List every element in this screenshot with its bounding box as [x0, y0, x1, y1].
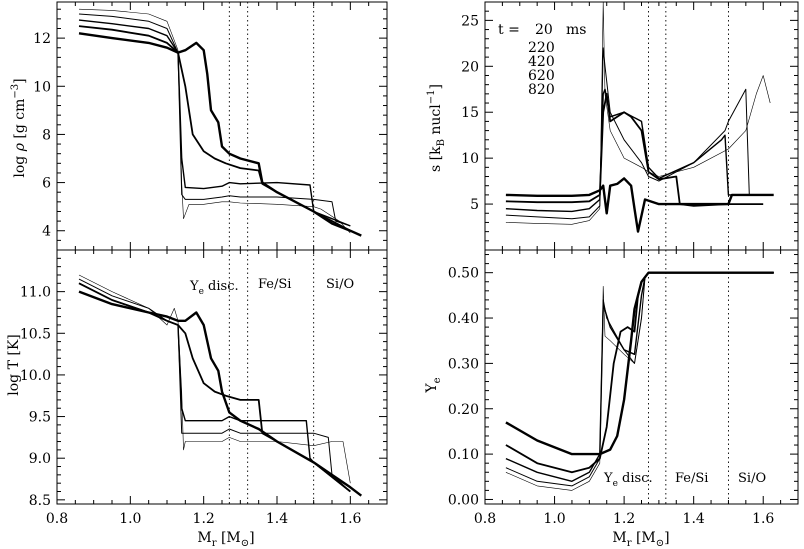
x-tick-label: 1.4: [266, 511, 288, 527]
series-line-t820: [78, 32, 362, 237]
panel-temperature: 0.8 1.0 1.2 1.4 1.6 8.5 9.0 9.5 10.0 10.5 11.0: [20, 249, 388, 527]
series-line-t820: [78, 290, 363, 497]
y-tick-label: 6: [42, 176, 51, 192]
series-line-t220: [78, 13, 351, 227]
time-legend-value-5: 820: [528, 82, 555, 98]
y-tick-label: 8.5: [29, 493, 51, 509]
y-tick-label: 10.0: [20, 368, 51, 384]
y-tick-label: 0.50: [448, 266, 479, 282]
y-tick-label: 4: [42, 224, 51, 240]
y-tick-label: 9.5: [29, 410, 51, 426]
fe-si-label: Fe/Si: [675, 471, 708, 486]
y-tick-label: 11.0: [20, 285, 51, 301]
y-tick-label: 20: [461, 59, 479, 75]
y-tick-label: 10: [461, 151, 479, 167]
x-tick-label: 1.0: [543, 511, 565, 527]
ye-disc-label: Ye disc.: [603, 471, 653, 489]
series-group: [505, 271, 774, 491]
x-tick-label: 1.6: [752, 511, 774, 527]
time-legend-prefix: t =: [498, 22, 520, 38]
x-tick-label: 1.2: [193, 511, 215, 527]
series-group: [505, 2, 774, 233]
x-tick-label: 1.6: [339, 511, 361, 527]
xlabel-left: Mr [M⊙]: [197, 530, 254, 549]
y-tick-label: 8: [42, 127, 51, 143]
series-line-t220: [505, 47, 764, 220]
y-tick-label: 0.40: [448, 311, 479, 327]
x-tick-label: 0.8: [474, 511, 496, 527]
ylabel-temperature: log T [K]: [6, 334, 22, 396]
series-line-t20: [78, 8, 351, 234]
ye-disc-label: Ye disc.: [189, 279, 239, 297]
series-line-t820: [505, 271, 774, 456]
si-o-label: Si/O: [326, 277, 354, 292]
panel-density: 4 6 8 10 12: [33, 1, 388, 251]
x-tick-label: 1.2: [613, 511, 635, 527]
series-line-t20: [505, 2, 771, 225]
y-tick-label: 10: [33, 79, 51, 95]
y-tick-label: 9.0: [29, 451, 51, 467]
si-o-label: Si/O: [738, 471, 766, 486]
y-tick-label: 25: [461, 13, 479, 29]
axis-titles: log ρ [g cm−3] s [kB nucl−1] log T [K] Y…: [6, 78, 670, 549]
x-tick-label: 1.4: [683, 511, 705, 527]
x-tick-label: 0.8: [46, 511, 68, 527]
y-tick-label: 0.20: [448, 402, 479, 418]
series-group: [78, 8, 362, 237]
y-tick-label: 12: [33, 31, 51, 47]
x-tick-label: 1.0: [119, 511, 141, 527]
time-legend-value-3: 420: [528, 54, 555, 70]
fe-si-label: Fe/Si: [258, 277, 291, 292]
series-group: [78, 274, 363, 497]
time-legend-value-1: 20: [535, 22, 553, 38]
ylabel-entropy: s [kB nucl−1]: [426, 84, 447, 172]
y-tick-label: 0.30: [448, 356, 479, 372]
panel-electron_fraction: 0.8 1.0 1.2 1.4 1.6 0.00 0.10 0.20 0.30 0.40 0.50: [448, 249, 799, 527]
shell-labels-right: Ye disc. Fe/Si Si/O: [603, 471, 766, 489]
y-tick-label: 10.5: [20, 326, 51, 342]
y-tick-label: 0.10: [448, 447, 479, 463]
time-legend: t = 20 ms 220 420 620 820: [498, 22, 586, 98]
time-legend-unit: ms: [566, 22, 586, 38]
y-tick-label: 0.00: [448, 492, 479, 508]
time-legend-value-2: 220: [528, 40, 555, 56]
series-line-t420: [78, 19, 351, 227]
series-line-t20: [78, 274, 351, 484]
ylabel-density: log ρ [g cm−3]: [10, 78, 28, 177]
y-tick-label: 5: [470, 197, 479, 213]
xlabel-right: Mr [M⊙]: [612, 530, 669, 549]
series-line-t820: [505, 177, 774, 233]
shell-labels-left: Ye disc. Fe/Si Si/O: [189, 277, 354, 297]
y-tick-label: 15: [461, 105, 479, 121]
time-legend-value-4: 620: [528, 68, 555, 84]
